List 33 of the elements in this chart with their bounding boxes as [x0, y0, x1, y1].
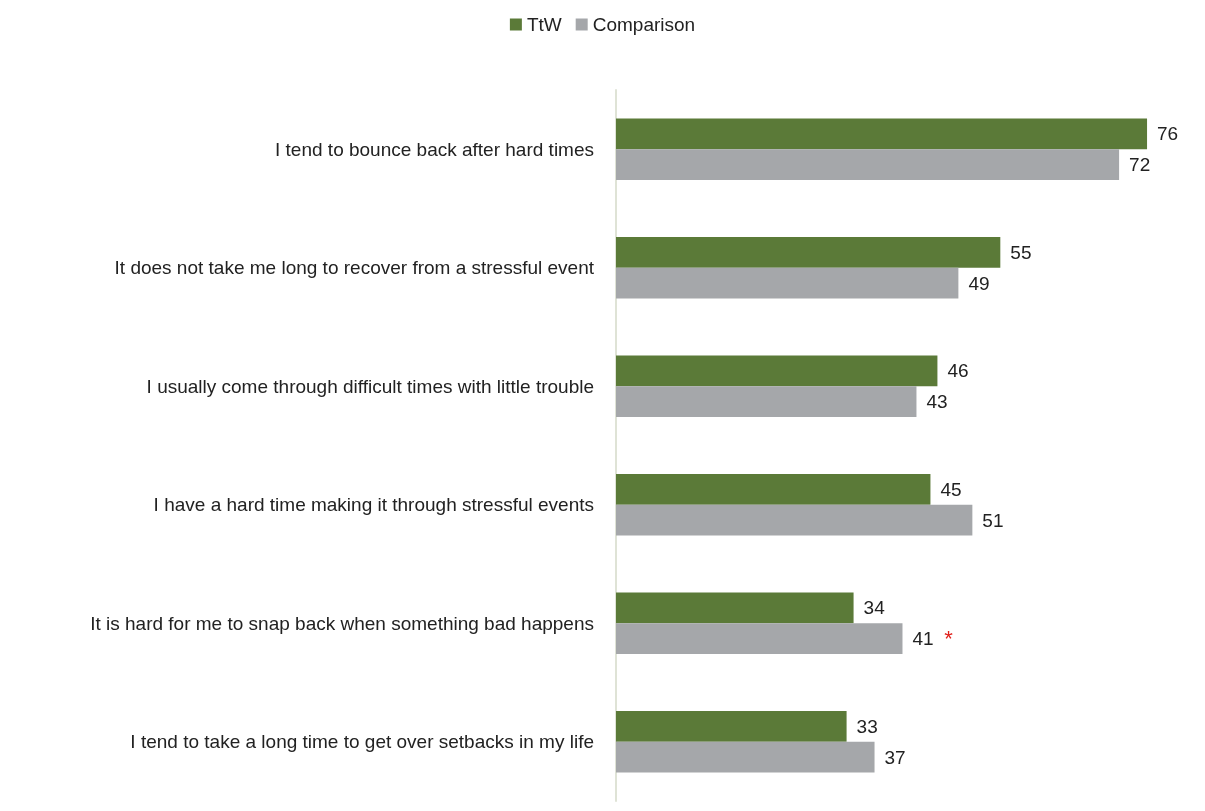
y-tick-label: It does not take me long to recover from a stressful event — [114, 257, 595, 279]
bar — [616, 473, 931, 505]
bar — [616, 118, 1148, 150]
bar — [616, 504, 973, 536]
data-label: 34 — [863, 597, 886, 619]
data-label: 45 — [940, 478, 962, 500]
bar — [616, 267, 959, 299]
y-tick-label: I tend to bounce back after hard times — [275, 138, 594, 160]
legend-label: TtW — [526, 14, 562, 35]
data-label: 55 — [1010, 241, 1032, 263]
bar — [616, 236, 1001, 268]
legend-label: Comparison — [592, 14, 696, 35]
bar — [616, 149, 1120, 181]
bar — [616, 386, 917, 418]
bar — [616, 741, 875, 773]
y-tick-label: It is hard for me to snap back when something bad happens — [90, 612, 594, 634]
data-label: 49 — [968, 272, 990, 294]
y-tick-label: I tend to take a long time to get over setbacks in my life — [130, 731, 594, 753]
bar — [616, 623, 903, 655]
data-label: 41 — [912, 628, 934, 650]
data-label: 72 — [1129, 154, 1151, 176]
data-label: 76 — [1157, 123, 1179, 145]
y-tick-label: I have a hard time making it through stressful events — [153, 494, 594, 516]
bar — [616, 355, 938, 387]
annotation: * — [944, 626, 954, 652]
data-label: 51 — [982, 509, 1004, 531]
data-label: 46 — [947, 360, 969, 382]
data-label: 43 — [926, 391, 948, 413]
data-label: 37 — [884, 746, 906, 768]
y-tick-label: I usually come through difficult times with little trouble — [146, 375, 594, 397]
bar — [616, 592, 854, 624]
bar — [616, 710, 847, 742]
data-label: 33 — [856, 715, 878, 737]
